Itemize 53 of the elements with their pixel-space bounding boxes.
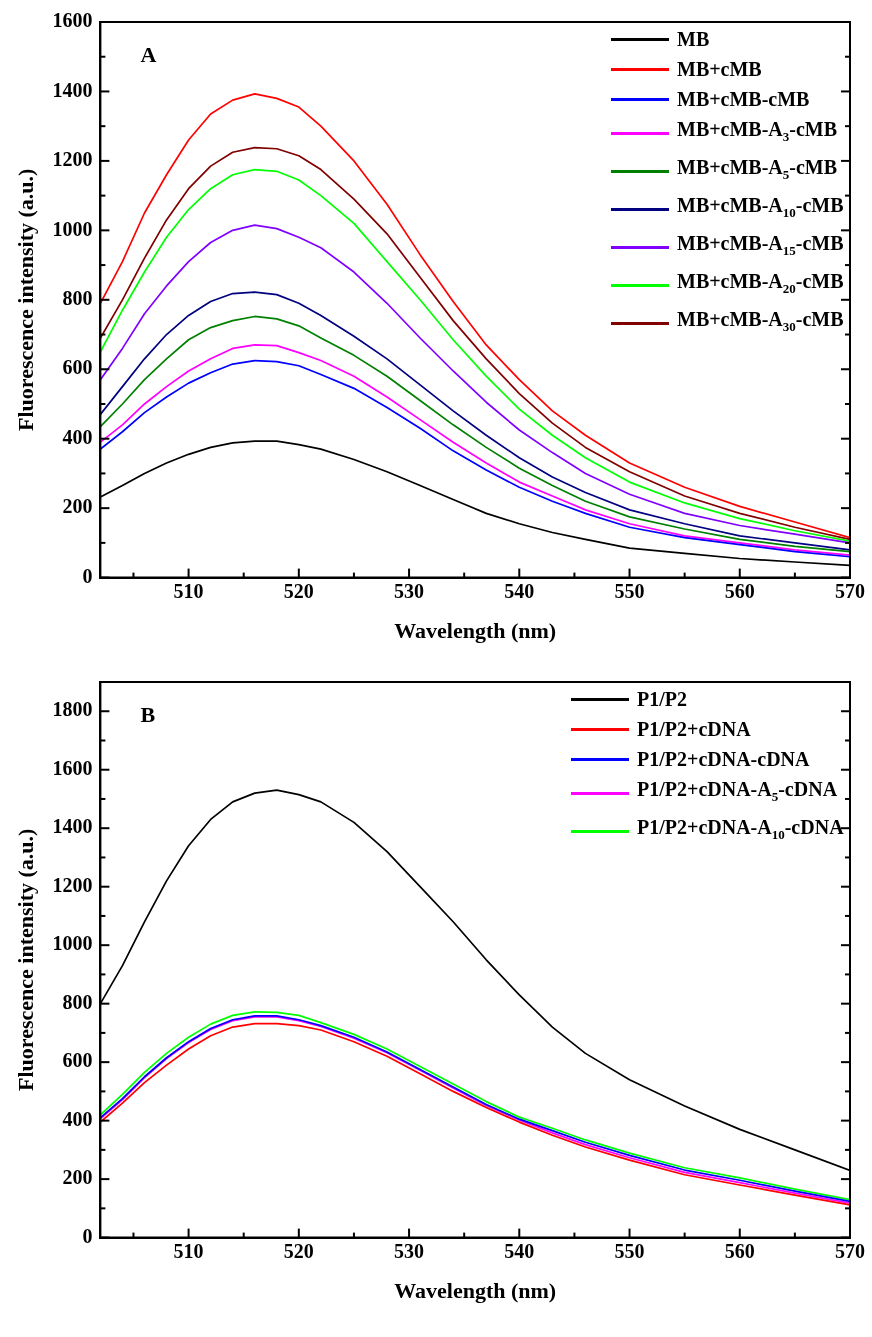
y-tick-label: 1200 [52, 148, 93, 171]
legend-label: MB+cMB-A$_{10}$-cMB [677, 193, 844, 222]
x-tick-label: 560 [724, 1239, 755, 1262]
legend-label: P1/P2+cDNA [637, 717, 751, 742]
x-tick-label: 530 [394, 1239, 425, 1262]
y-tick-label: 1200 [52, 873, 93, 896]
x-tick-label: 540 [504, 1239, 535, 1262]
y-tick-label: 1400 [52, 815, 93, 838]
y-tick-label: 1600 [52, 9, 93, 32]
x-tick-label: 520 [283, 579, 314, 602]
y-tick-label: 1800 [52, 698, 93, 721]
annotation: B [140, 702, 156, 728]
y-tick-label: 1000 [52, 217, 93, 240]
x-tick-label: 540 [504, 579, 535, 602]
y-tick-label: 200 [62, 495, 93, 518]
annotation: A [140, 42, 157, 68]
y-tick-label: 1600 [52, 756, 93, 779]
legend-label: MB+cMB-A$_{3}$-cMB [677, 117, 838, 146]
legend-label: MB+cMB-A$_{20}$-cMB [677, 269, 844, 298]
legend-label: P1/P2+cDNA-A$_{5}$-cDNA [637, 777, 838, 806]
y-tick-label: 0 [82, 564, 93, 587]
y-tick-label: 1400 [52, 78, 93, 101]
y-tick-label: 400 [62, 1107, 93, 1130]
x-tick-label: 570 [835, 579, 865, 602]
x-tick-label: 560 [724, 579, 755, 602]
x-tick-label: 530 [394, 579, 425, 602]
legend-label: P1/P2 [637, 687, 687, 712]
legend-label: MB+cMB-A$_{30}$-cMB [677, 307, 844, 336]
legend-label: MB+cMB [677, 57, 762, 82]
y-tick-label: 800 [62, 286, 93, 309]
y-axis-title: Fluorescence intensity (a.u.) [12, 828, 38, 1091]
y-tick-label: 200 [62, 1166, 93, 1189]
x-tick-label: 510 [173, 1239, 204, 1262]
y-tick-label: 400 [62, 425, 93, 448]
y-tick-label: 600 [62, 1049, 93, 1072]
legend-label: P1/P2+cDNA-A$_{10}$-cDNA [637, 815, 844, 844]
y-tick-label: 0 [82, 1224, 93, 1247]
legend-label: MB+cMB-A$_{5}$-cMB [677, 155, 838, 184]
x-tick-label: 570 [835, 1239, 865, 1262]
x-tick-label: 510 [173, 579, 204, 602]
x-axis-title: Wavelength (nm) [394, 618, 557, 644]
x-tick-label: 520 [283, 1239, 314, 1262]
x-tick-label: 550 [614, 1239, 645, 1262]
legend-label: P1/P2+cDNA-cDNA [637, 747, 810, 772]
y-axis-title: Fluorescence intensity (a.u.) [12, 168, 38, 431]
x-axis-title: Wavelength (nm) [394, 1278, 557, 1304]
legend-label: MB [677, 27, 710, 52]
legend-label: MB+cMB-A$_{15}$-cMB [677, 231, 844, 260]
y-tick-label: 1000 [52, 932, 93, 955]
x-tick-label: 550 [614, 579, 645, 602]
legend-label: MB+cMB-cMB [677, 87, 810, 112]
y-tick-label: 600 [62, 356, 93, 379]
y-tick-label: 800 [62, 990, 93, 1013]
